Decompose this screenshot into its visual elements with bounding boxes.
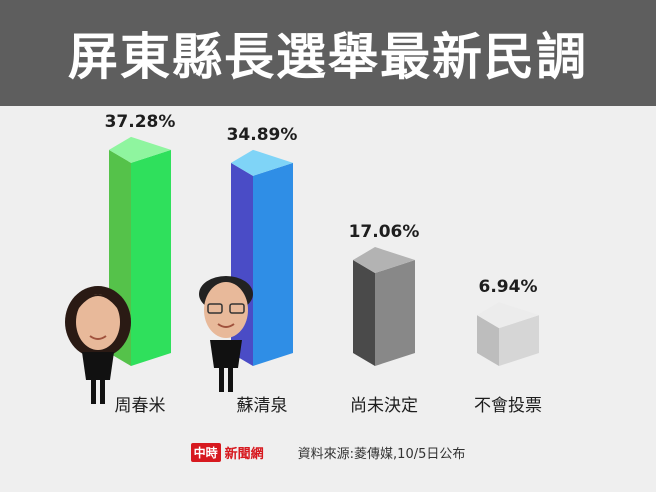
value-label-1: 37.28% — [105, 112, 176, 132]
chart-title: 屏東縣長選舉最新民調 — [68, 28, 588, 86]
category-label-4: 不會投票 — [474, 396, 542, 416]
category-label-2: 蘇清泉 — [237, 396, 288, 416]
value-label-3: 17.06% — [349, 222, 420, 242]
bar-front-1 — [131, 149, 171, 366]
bar-chart: 37.28% 周春米 34.89% 蘇清泉 17.06% 尚未決定 6.94% 不會投票 — [65, 112, 542, 416]
bar-top-3 — [353, 247, 415, 274]
brand-badge: 中時 — [190, 442, 221, 462]
candidate-portrait-man-icon — [199, 276, 253, 392]
value-label-4: 6.94% — [479, 277, 538, 297]
category-label-1: 周春米 — [115, 396, 166, 416]
header-banner: 屏東縣長選舉最新民調 — [0, 0, 656, 106]
bar-side-4 — [477, 315, 499, 366]
brand-logo: 中時 新聞網 — [190, 442, 264, 462]
footer: 中時 新聞網 資料來源:菱傳媒,10/5日公布 — [0, 438, 656, 466]
bar-front-3 — [375, 260, 415, 366]
bar-side-3 — [353, 260, 375, 366]
value-label-2: 34.89% — [227, 125, 298, 145]
bar-top-4 — [477, 302, 539, 329]
brand-name: 新聞網 — [224, 446, 264, 462]
bar-top-2 — [231, 149, 293, 176]
bar-front-2 — [253, 162, 293, 366]
bar-front-4 — [499, 315, 539, 366]
bar-top-1 — [109, 136, 171, 163]
candidate-portrait-woman-icon — [65, 286, 131, 404]
category-label-3: 尚未決定 — [350, 396, 418, 416]
source-note: 資料來源:菱傳媒,10/5日公布 — [297, 446, 466, 462]
